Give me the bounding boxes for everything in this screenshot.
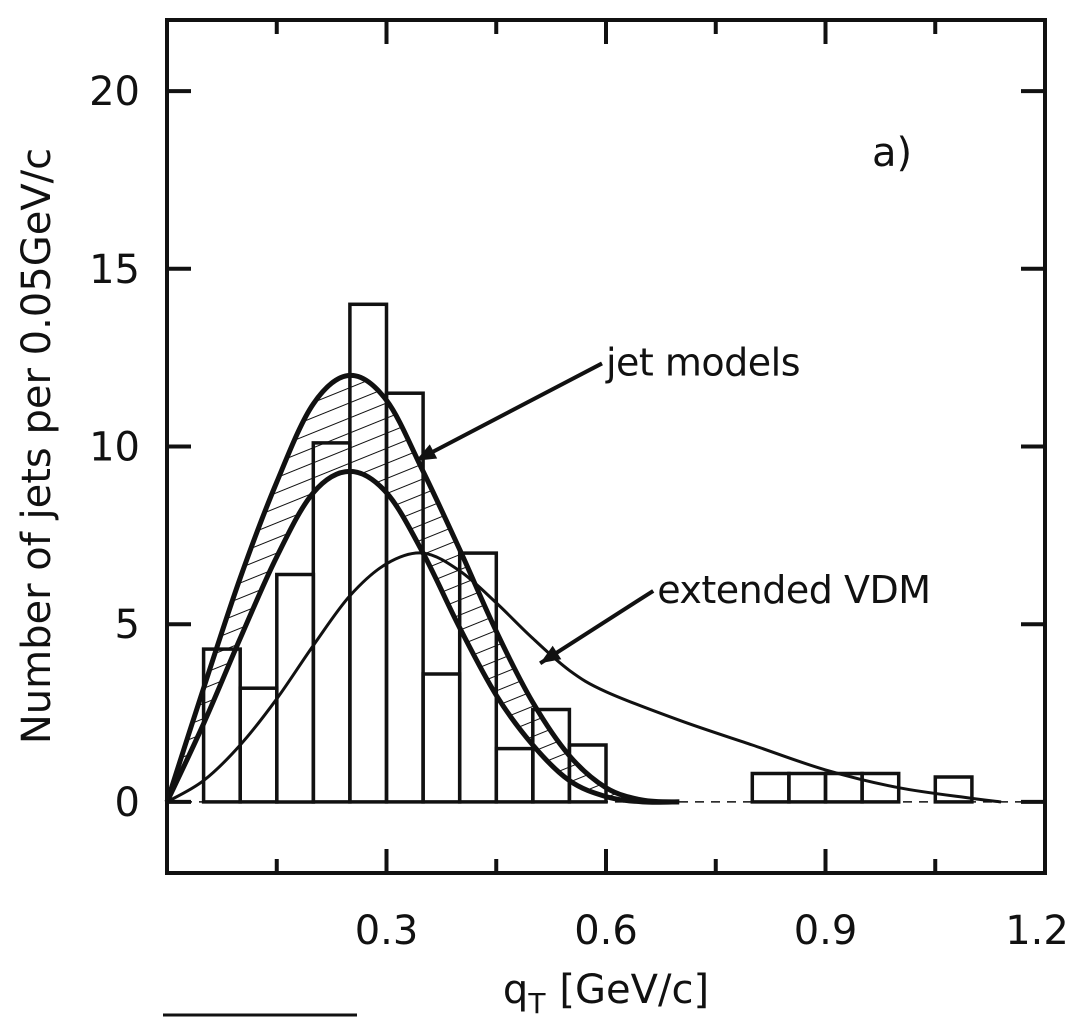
jet-models-lower-curve	[164, 468, 680, 805]
histogram-bin	[311, 441, 352, 804]
jet-models-upper-curve	[164, 372, 680, 805]
x-axis-label: qT [GeV/c]	[503, 967, 709, 1020]
y-tick-label: 10	[89, 425, 140, 471]
histogram-bin	[494, 746, 535, 804]
histogram-bin	[750, 771, 791, 804]
annotation-label: jet models	[605, 340, 800, 384]
x-axis-label-symbol: q	[503, 967, 528, 1013]
annotation-arrow-head	[540, 645, 562, 664]
x-axis-label-subscript: T	[527, 987, 546, 1020]
histogram-bin	[457, 551, 499, 804]
y-tick-label: 15	[89, 247, 140, 293]
x-tick-label: 0.3	[355, 908, 419, 954]
histogram-bin	[384, 391, 425, 804]
annotation-arrow	[414, 361, 603, 463]
histogram-bin	[567, 743, 608, 804]
y-axis-label: Number of jets per 0.05GeV/c	[14, 148, 60, 744]
histogram-bin	[275, 572, 316, 804]
y-tick-label: 5	[115, 602, 140, 648]
x-tick-label: 0.6	[574, 908, 638, 954]
panel-label: a)	[872, 130, 912, 176]
histogram-bin	[933, 775, 974, 804]
histogram-bin	[787, 771, 828, 804]
annotation-label: extended VDM	[657, 568, 930, 612]
histogram-bin	[860, 771, 901, 804]
annotation-arrow-head	[415, 444, 438, 461]
x-tick-label: 1.2	[1005, 908, 1069, 954]
histogram	[201, 302, 974, 804]
jet-models-band-hatch	[167, 375, 680, 803]
y-tick-label: 20	[89, 69, 140, 115]
y-tick-label: 0	[115, 780, 140, 826]
annotation-arrow	[539, 589, 655, 665]
histogram-bin	[421, 672, 462, 804]
x-axis-label-unit: [GeV/c]	[559, 967, 709, 1013]
x-tick-label: 0.9	[794, 908, 858, 954]
